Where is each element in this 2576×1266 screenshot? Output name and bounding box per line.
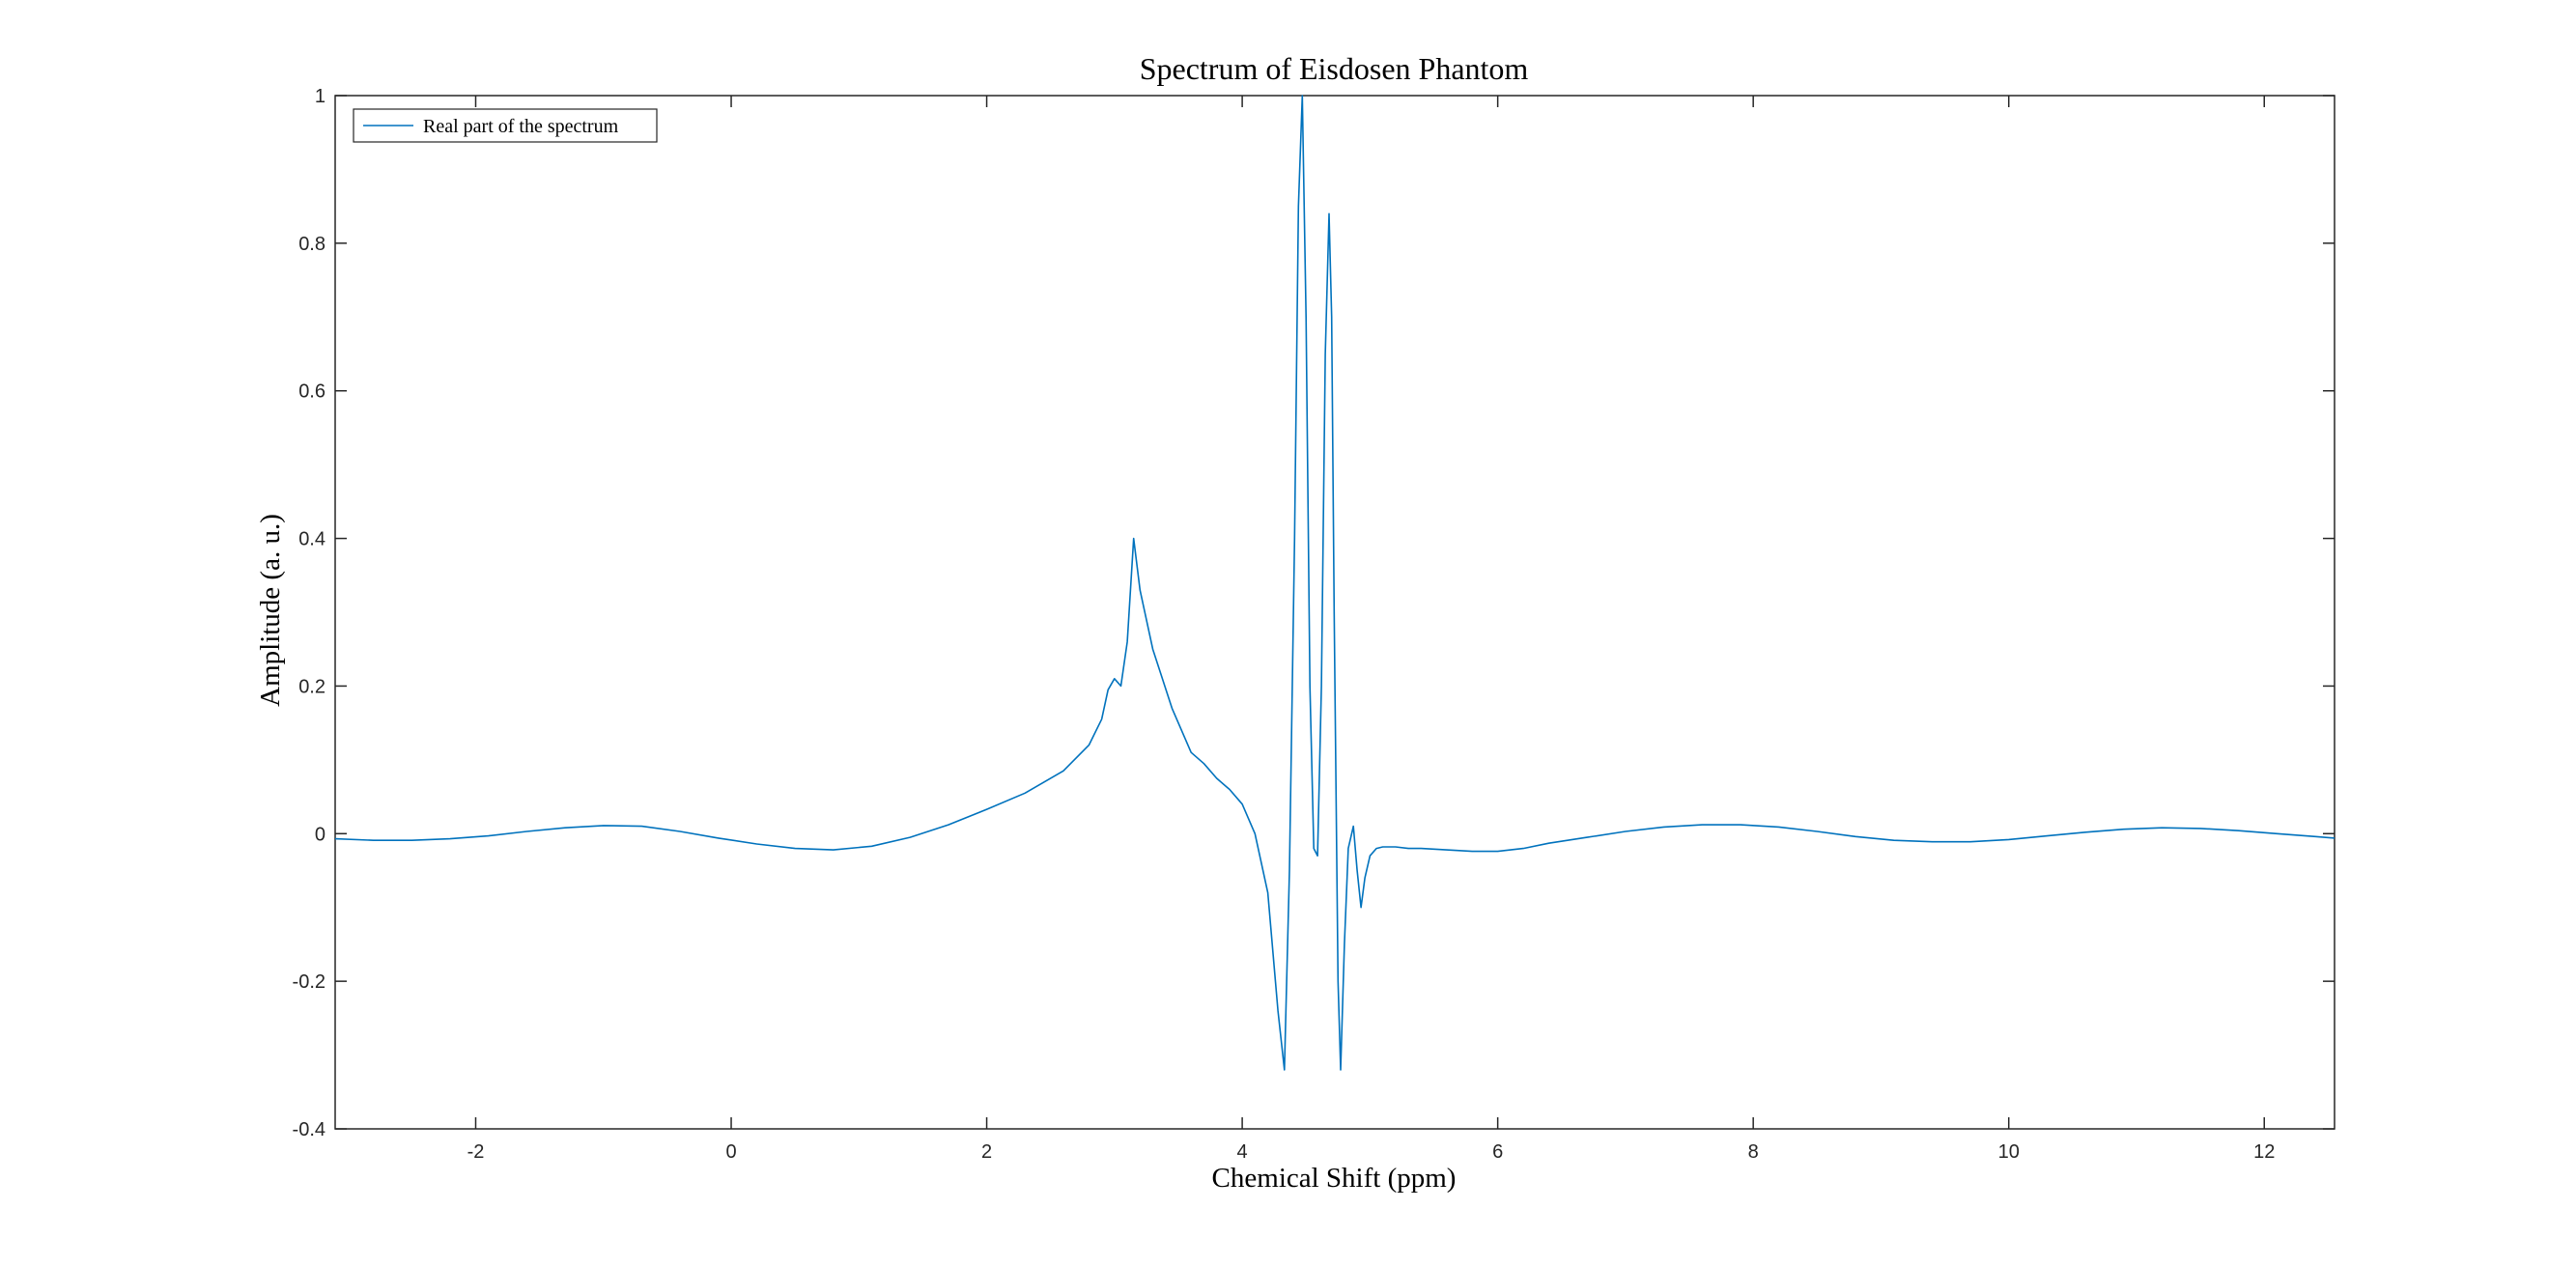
y-tick-label: 0.6 (298, 381, 326, 403)
y-tick-label: 0.2 (298, 676, 326, 697)
legend[interactable]: Real part of the spectrum (353, 108, 658, 143)
y-tick-label: 0.8 (298, 234, 326, 255)
plot-area-frame (334, 95, 2335, 1130)
series-layer (334, 95, 2335, 1071)
x-tick-label: 4 (1237, 1141, 1248, 1163)
x-tick-label: 10 (1998, 1141, 2020, 1163)
x-tick-label: 0 (725, 1141, 736, 1163)
legend-entry-label: Real part of the spectrum (423, 116, 619, 137)
x-tick-label: 6 (1492, 1141, 1503, 1163)
y-axis-label: Amplitude (a. u.) (255, 514, 286, 707)
y-tick-label: 1 (315, 86, 326, 107)
chart-title: Spectrum of Eisdosen Phantom (1140, 51, 1529, 86)
y-tick-label: 0 (315, 824, 326, 845)
y-tick-label: -0.4 (293, 1119, 326, 1140)
x-axis-label: Chemical Shift (ppm) (1212, 1163, 1457, 1194)
y-tick-label: -0.2 (293, 971, 326, 993)
axes: -2 0 2 4 6 8 10 12 -0.4 -0.2 0 0.2 0.4 0.6 0.8 1 (293, 86, 2335, 1163)
x-tick-label: 8 (1748, 1141, 1759, 1163)
y-tick-label: 0.4 (298, 529, 326, 550)
x-tick-label: 12 (2253, 1141, 2275, 1163)
x-tick-label: 2 (981, 1141, 992, 1163)
x-tick-label: -2 (467, 1141, 485, 1163)
series-line (334, 95, 2335, 1071)
